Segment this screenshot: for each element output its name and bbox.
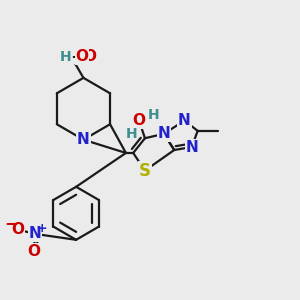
Text: N: N	[77, 132, 90, 147]
Text: O: O	[27, 244, 40, 259]
Text: −: −	[4, 214, 18, 232]
Text: -: -	[71, 49, 77, 64]
Text: H: H	[60, 50, 72, 64]
Text: -: -	[79, 50, 85, 64]
Text: N: N	[158, 126, 170, 141]
Text: H: H	[68, 50, 79, 64]
Text: H: H	[125, 127, 137, 141]
Text: N: N	[178, 113, 191, 128]
Text: N: N	[29, 226, 41, 242]
Text: O: O	[133, 113, 146, 128]
Text: +: +	[36, 222, 47, 235]
Text: O: O	[11, 222, 24, 237]
Text: O: O	[83, 49, 96, 64]
Text: S: S	[139, 162, 151, 180]
Text: O: O	[76, 49, 88, 64]
Text: N: N	[185, 140, 198, 154]
Text: H: H	[148, 108, 160, 122]
